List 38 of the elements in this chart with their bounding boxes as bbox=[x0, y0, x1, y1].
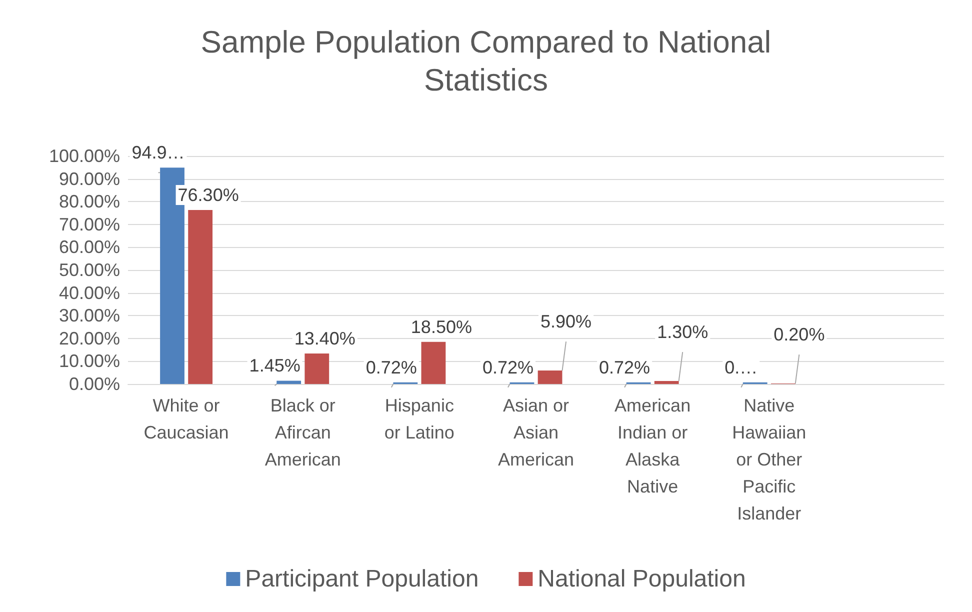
data-label: 0.72% bbox=[366, 357, 417, 378]
y-tick-label: 80.00% bbox=[58, 192, 120, 212]
bar bbox=[654, 381, 679, 384]
data-label: 0.72% bbox=[599, 357, 650, 378]
x-tick-label: Hispanic or Latino bbox=[384, 396, 454, 442]
x-tick-label: Black or Afircan American bbox=[264, 396, 341, 470]
y-tick-label: 60.00% bbox=[58, 237, 120, 258]
chart-title: Sample Population Compared to National Statistics bbox=[200, 24, 772, 98]
data-label: 0.72% bbox=[482, 357, 534, 378]
bar bbox=[304, 353, 330, 384]
bar bbox=[538, 370, 562, 384]
y-tick-label: 10.00% bbox=[58, 351, 120, 372]
y-tick-label: 90.00% bbox=[58, 168, 120, 189]
data-label: 1.45% bbox=[249, 356, 300, 376]
data-label: 1.30% bbox=[657, 322, 708, 342]
y-tick-label: 70.00% bbox=[58, 214, 120, 234]
bar bbox=[188, 210, 213, 384]
bar bbox=[276, 380, 302, 384]
y-tick-label: 50.00% bbox=[58, 260, 120, 280]
data-label: 94.9… bbox=[132, 142, 185, 163]
x-tick-label: White or Caucasian bbox=[144, 396, 229, 442]
y-tick-label: 0.00% bbox=[68, 374, 120, 394]
x-tick-label: Native Hawaiian or Other Pacific Islander bbox=[732, 396, 806, 524]
y-tick-label: 40.00% bbox=[58, 282, 120, 303]
data-label: 76.30% bbox=[178, 185, 239, 206]
y-tick-label: 30.00% bbox=[58, 306, 120, 326]
data-label: 0.20% bbox=[774, 324, 825, 345]
y-tick-label: 20.00% bbox=[58, 328, 120, 348]
data-label: 5.90% bbox=[540, 312, 592, 332]
bar bbox=[421, 342, 446, 384]
data-label: 0.… bbox=[724, 357, 758, 378]
y-tick-label: 100.00% bbox=[48, 146, 120, 166]
legend-label: National Population bbox=[538, 566, 746, 592]
legend-label: Participant Population bbox=[245, 566, 479, 592]
data-label: 18.50% bbox=[410, 316, 472, 337]
x-tick-label: American Indian or Alaska Native bbox=[614, 396, 691, 496]
data-label: 13.40% bbox=[294, 328, 356, 348]
x-tick-label: Asian or Asian American bbox=[498, 396, 574, 470]
